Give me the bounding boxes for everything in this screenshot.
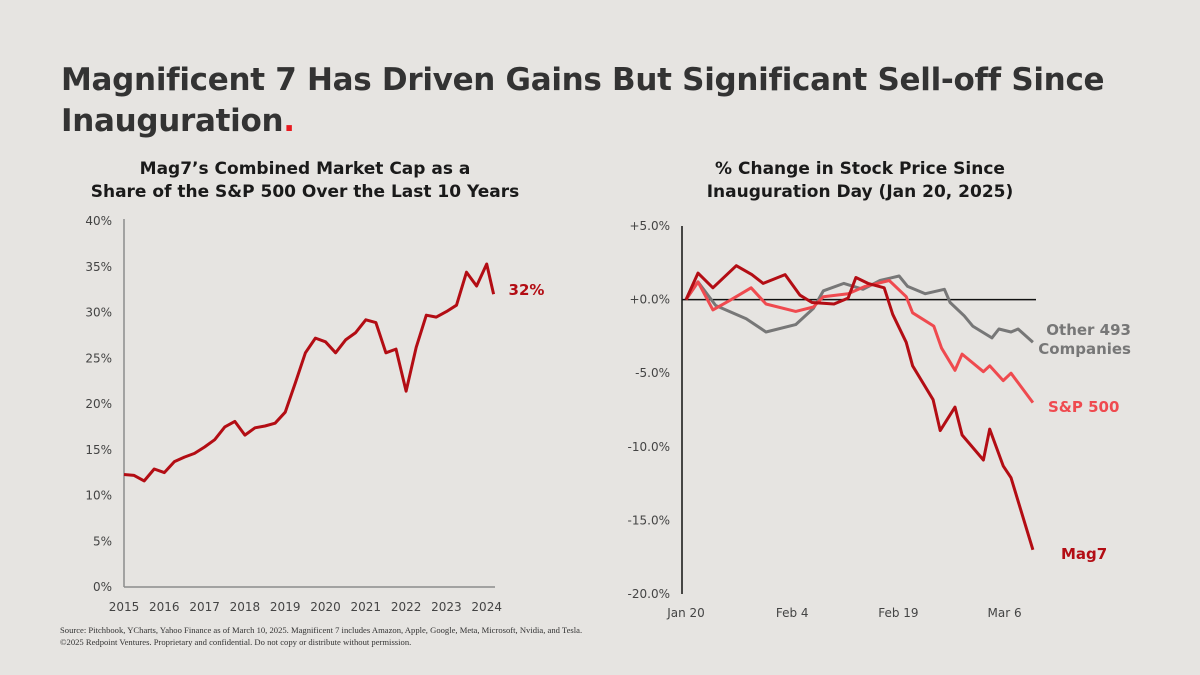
copyright-note: ©2025 Redpoint Ventures. Proprietary and… xyxy=(60,637,412,647)
right-y-tick-label: -20.0% xyxy=(628,587,670,601)
left-chart: 0% 5% 10% 15% 20% 25% 30% 35% 40% 2015 2016 2017 201… xyxy=(85,214,544,614)
right-y-tick-label: -10.0% xyxy=(628,440,670,454)
left-x-tick-label: 2016 xyxy=(149,600,180,614)
left-y-tick-label: 10% xyxy=(85,489,112,503)
right-chart-title-line2: Inauguration Day (Jan 20, 2025) xyxy=(706,182,1014,202)
left-y-tick-label: 25% xyxy=(85,351,112,365)
page-title: Magnificent 7 Has Driven Gains But Signi… xyxy=(61,60,1161,142)
legend-label-other-493: Other 493 xyxy=(1046,321,1131,339)
legend-label-mag7: Mag7 xyxy=(1061,545,1107,563)
left-x-tick-label: 2024 xyxy=(471,600,502,614)
right-y-tick-label: -5.0% xyxy=(635,366,670,380)
right-x-tick-label: Mar 6 xyxy=(988,606,1022,620)
left-y-tick-label: 30% xyxy=(85,306,112,320)
left-y-tick-label: 0% xyxy=(93,580,112,594)
right-chart: +5.0% +0.0% -5.0% -10.0% -15.0% -20.0% Jan 20 F… xyxy=(628,219,1132,620)
right-x-tick-label: Feb 4 xyxy=(776,606,809,620)
left-x-tick-label: 2019 xyxy=(270,600,301,614)
left-y-tick-label: 15% xyxy=(85,443,112,457)
right-y-tick-label: -15.0% xyxy=(628,513,670,527)
right-chart-title-line1: % Change in Stock Price Since xyxy=(715,159,1005,179)
right-series-line-mag7 xyxy=(684,264,1035,551)
left-end-value-label: 32% xyxy=(509,281,545,299)
legend-label-sp500: S&P 500 xyxy=(1048,398,1119,416)
right-x-tick-label: Feb 19 xyxy=(878,606,918,620)
left-x-tick-label: 2015 xyxy=(109,600,140,614)
left-y-tick-label: 20% xyxy=(85,397,112,411)
left-x-tick-label: 2023 xyxy=(431,600,462,614)
source-note: Source: Pitchbook, YCharts, Yahoo Financ… xyxy=(60,625,583,635)
page-title-text: Magnificent 7 Has Driven Gains But Signi… xyxy=(61,62,1105,139)
left-x-tick-label: 2022 xyxy=(391,600,422,614)
left-y-tick-label: 5% xyxy=(93,534,112,548)
right-x-tick-label: Jan 20 xyxy=(666,606,705,620)
left-chart-title: Mag7’s Combined Market Cap as a Share of… xyxy=(70,158,540,204)
left-chart-title-line2: Share of the S&P 500 Over the Last 10 Ye… xyxy=(90,182,520,202)
left-chart-title-line1: Mag7’s Combined Market Cap as a xyxy=(139,159,471,179)
left-x-tick-label: 2018 xyxy=(230,600,261,614)
footnote: Source: Pitchbook, YCharts, Yahoo Financ… xyxy=(60,624,760,648)
left-x-tick-label: 2020 xyxy=(310,600,341,614)
right-series-line-other-493-companies xyxy=(684,274,1034,344)
legend-label-companies: Companies xyxy=(1038,340,1131,358)
left-y-tick-label: 35% xyxy=(85,260,112,274)
title-accent-dot: . xyxy=(283,103,295,139)
left-x-tick-label: 2021 xyxy=(351,600,382,614)
right-y-tick-label: +0.0% xyxy=(629,293,670,307)
left-y-tick-label: 40% xyxy=(85,214,112,228)
right-series-line-s-p-500 xyxy=(684,279,1035,404)
right-y-tick-label: +5.0% xyxy=(629,219,670,233)
right-chart-title: % Change in Stock Price Since Inaugurati… xyxy=(630,158,1090,204)
left-series-line xyxy=(123,262,496,483)
left-x-tick-label: 2017 xyxy=(189,600,220,614)
